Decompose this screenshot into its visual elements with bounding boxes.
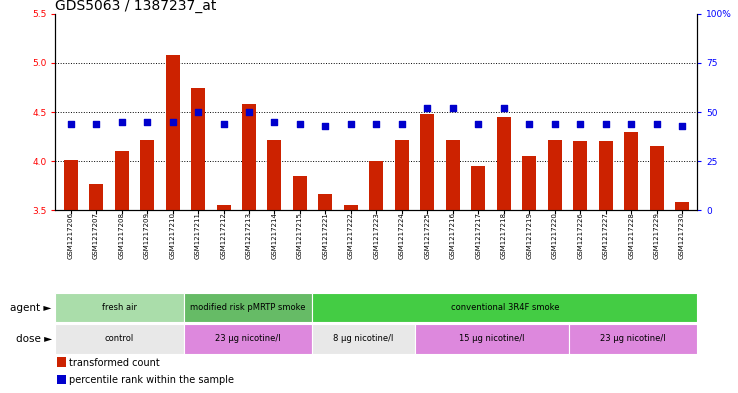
Text: GSM1217223: GSM1217223: [373, 212, 379, 259]
Bar: [573, 141, 587, 210]
Point: [600, 121, 612, 127]
Text: GSM1217225: GSM1217225: [424, 212, 430, 259]
Text: GSM1217215: GSM1217215: [297, 212, 303, 259]
Bar: [191, 88, 205, 210]
Bar: [675, 202, 689, 210]
Text: GSM1217230: GSM1217230: [679, 212, 685, 259]
Point: [167, 119, 179, 125]
Bar: [497, 117, 511, 210]
Bar: [140, 140, 154, 210]
Point: [574, 121, 586, 127]
Point: [498, 105, 510, 111]
Bar: [55, 293, 184, 322]
Bar: [114, 151, 128, 210]
Bar: [184, 293, 312, 322]
Text: GSM1217229: GSM1217229: [654, 212, 660, 259]
Text: GSM1217210: GSM1217210: [170, 212, 176, 259]
Bar: [344, 205, 358, 210]
Point: [243, 109, 255, 115]
Bar: [63, 160, 77, 210]
Bar: [370, 161, 383, 210]
Point: [396, 121, 408, 127]
Bar: [318, 194, 332, 210]
Bar: [293, 176, 307, 210]
Point: [472, 121, 484, 127]
Text: GSM1217207: GSM1217207: [93, 212, 99, 259]
Point: [651, 121, 663, 127]
Point: [523, 121, 535, 127]
Text: GSM1217206: GSM1217206: [68, 212, 74, 259]
Bar: [599, 141, 613, 210]
Bar: [395, 140, 409, 210]
Text: percentile rank within the sample: percentile rank within the sample: [69, 375, 234, 385]
Point: [676, 123, 688, 129]
Text: modified risk pMRTP smoke: modified risk pMRTP smoke: [190, 303, 306, 312]
Bar: [55, 324, 184, 354]
Bar: [165, 55, 179, 210]
Text: 15 μg nicotine/l: 15 μg nicotine/l: [459, 334, 525, 343]
Point: [421, 105, 433, 111]
Text: 23 μg nicotine/l: 23 μg nicotine/l: [215, 334, 280, 343]
Point: [370, 121, 382, 127]
Text: transformed count: transformed count: [69, 358, 159, 367]
Text: GSM1217216: GSM1217216: [450, 212, 456, 259]
Bar: [242, 104, 256, 210]
Text: GSM1217217: GSM1217217: [475, 212, 481, 259]
Bar: [216, 205, 230, 210]
Text: GSM1217211: GSM1217211: [195, 212, 201, 259]
Text: GSM1217220: GSM1217220: [552, 212, 558, 259]
Point: [218, 121, 230, 127]
Bar: [649, 146, 663, 210]
Text: GSM1217209: GSM1217209: [144, 212, 150, 259]
Point: [141, 119, 153, 125]
Bar: [267, 140, 281, 210]
Text: GSM1217227: GSM1217227: [603, 212, 609, 259]
Bar: [624, 132, 638, 210]
Bar: [184, 324, 312, 354]
Point: [625, 121, 637, 127]
Bar: [472, 166, 486, 210]
Point: [269, 119, 280, 125]
Point: [320, 123, 331, 129]
Bar: [415, 324, 569, 354]
Text: GSM1217226: GSM1217226: [577, 212, 583, 259]
Text: 8 μg nicotine/l: 8 μg nicotine/l: [334, 334, 394, 343]
Text: GSM1217222: GSM1217222: [348, 212, 354, 259]
Bar: [548, 140, 562, 210]
Point: [549, 121, 561, 127]
Text: agent ►: agent ►: [10, 303, 52, 312]
Point: [116, 119, 128, 125]
Text: fresh air: fresh air: [102, 303, 137, 312]
Bar: [58, 375, 66, 384]
Text: GDS5063 / 1387237_at: GDS5063 / 1387237_at: [55, 0, 217, 13]
Point: [345, 121, 356, 127]
Bar: [569, 324, 697, 354]
Bar: [89, 184, 103, 210]
Text: GSM1217212: GSM1217212: [221, 212, 227, 259]
Text: 23 μg nicotine/l: 23 μg nicotine/l: [601, 334, 666, 343]
Text: dose ►: dose ►: [15, 334, 52, 344]
Point: [192, 109, 204, 115]
Point: [90, 121, 102, 127]
Text: GSM1217213: GSM1217213: [246, 212, 252, 259]
Point: [447, 105, 459, 111]
Text: GSM1217219: GSM1217219: [526, 212, 532, 259]
Text: GSM1217221: GSM1217221: [323, 212, 328, 259]
Text: GSM1217228: GSM1217228: [628, 212, 634, 259]
Text: GSM1217218: GSM1217218: [501, 212, 507, 259]
Text: GSM1217214: GSM1217214: [272, 212, 277, 259]
Text: GSM1217224: GSM1217224: [399, 212, 405, 259]
Point: [294, 121, 306, 127]
Bar: [446, 140, 460, 210]
Bar: [421, 114, 435, 210]
Text: conventional 3R4F smoke: conventional 3R4F smoke: [450, 303, 559, 312]
Text: control: control: [105, 334, 134, 343]
Text: GSM1217208: GSM1217208: [119, 212, 125, 259]
Bar: [312, 324, 415, 354]
Bar: [523, 156, 537, 210]
Bar: [58, 357, 66, 367]
Bar: [312, 293, 697, 322]
Point: [65, 121, 77, 127]
